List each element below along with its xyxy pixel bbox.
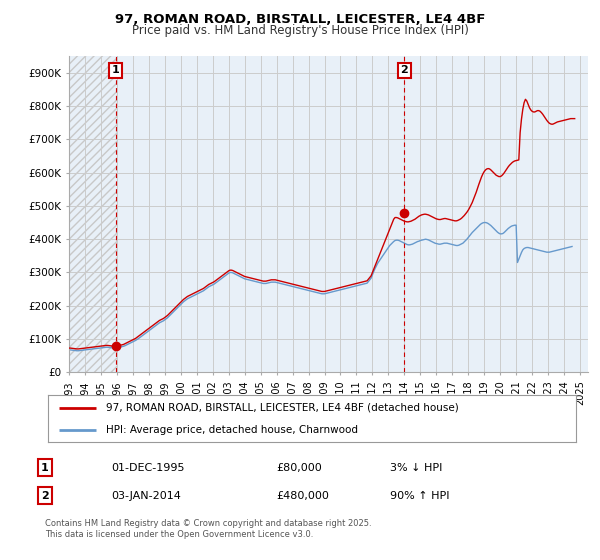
Text: £80,000: £80,000 [276,463,322,473]
Text: 2: 2 [41,491,49,501]
Text: 1: 1 [112,66,119,76]
Text: HPI: Average price, detached house, Charnwood: HPI: Average price, detached house, Char… [106,424,358,435]
Text: 3% ↓ HPI: 3% ↓ HPI [390,463,442,473]
Bar [69,56,117,372]
Text: Contains HM Land Registry data © Crown copyright and database right 2025.
This d: Contains HM Land Registry data © Crown c… [45,520,371,539]
Text: £480,000: £480,000 [276,491,329,501]
Text: Price paid vs. HM Land Registry's House Price Index (HPI): Price paid vs. HM Land Registry's House … [131,24,469,38]
Text: 90% ↑ HPI: 90% ↑ HPI [390,491,449,501]
Text: 03-JAN-2014: 03-JAN-2014 [111,491,181,501]
Text: 97, ROMAN ROAD, BIRSTALL, LEICESTER, LE4 4BF (detached house): 97, ROMAN ROAD, BIRSTALL, LEICESTER, LE4… [106,403,459,413]
Text: 97, ROMAN ROAD, BIRSTALL, LEICESTER, LE4 4BF: 97, ROMAN ROAD, BIRSTALL, LEICESTER, LE4… [115,13,485,26]
Text: 1: 1 [41,463,49,473]
Text: 2: 2 [400,66,408,76]
Text: 01-DEC-1995: 01-DEC-1995 [111,463,185,473]
